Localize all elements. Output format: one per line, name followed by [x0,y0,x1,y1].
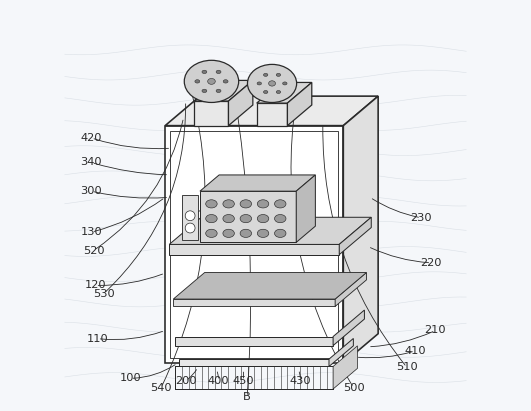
Text: 230: 230 [410,213,432,223]
Ellipse shape [208,79,215,84]
Ellipse shape [263,73,268,76]
Polygon shape [287,83,312,126]
Circle shape [185,223,195,233]
Ellipse shape [195,80,200,83]
Ellipse shape [257,82,261,85]
Polygon shape [173,299,335,307]
Ellipse shape [275,229,286,238]
Ellipse shape [258,200,269,208]
Polygon shape [329,339,353,367]
Text: 340: 340 [81,157,102,168]
Ellipse shape [240,215,252,223]
Text: 450: 450 [232,376,254,386]
Ellipse shape [223,215,234,223]
Text: 500: 500 [342,383,364,393]
Ellipse shape [240,200,252,208]
Ellipse shape [184,60,238,102]
Ellipse shape [275,215,286,223]
Text: 400: 400 [208,376,229,386]
Text: 300: 300 [81,186,102,196]
Text: 420: 420 [81,133,102,143]
Polygon shape [228,81,253,126]
Polygon shape [165,126,344,363]
Ellipse shape [275,200,286,208]
Ellipse shape [240,229,252,238]
Polygon shape [333,346,357,389]
Polygon shape [200,191,296,242]
Ellipse shape [223,229,234,238]
Ellipse shape [263,90,268,94]
Polygon shape [165,96,378,126]
Polygon shape [173,272,366,299]
Polygon shape [339,217,371,255]
Ellipse shape [269,81,276,86]
Polygon shape [194,81,253,101]
Text: 520: 520 [83,245,104,256]
Text: 430: 430 [289,376,311,386]
Ellipse shape [216,70,221,74]
Polygon shape [256,103,287,126]
Polygon shape [296,175,315,242]
Text: 120: 120 [85,280,106,291]
Ellipse shape [276,73,281,76]
Text: 410: 410 [404,346,426,356]
Polygon shape [200,175,315,191]
Ellipse shape [205,229,217,238]
Text: 210: 210 [425,326,446,335]
Polygon shape [169,217,371,245]
Polygon shape [169,245,339,255]
Ellipse shape [247,65,297,102]
Ellipse shape [205,215,217,223]
Ellipse shape [202,89,207,92]
Text: 200: 200 [175,376,196,386]
Ellipse shape [223,200,234,208]
Polygon shape [194,101,228,126]
Polygon shape [256,83,312,103]
Ellipse shape [282,82,287,85]
Polygon shape [335,272,366,307]
Ellipse shape [258,215,269,223]
Ellipse shape [205,200,217,208]
Text: 220: 220 [421,258,442,268]
Text: 540: 540 [150,383,172,393]
Polygon shape [175,337,333,346]
Polygon shape [333,310,364,346]
Text: 110: 110 [87,334,108,344]
Text: 530: 530 [93,289,115,298]
Text: 100: 100 [119,372,141,383]
Polygon shape [344,96,378,363]
Ellipse shape [276,90,281,94]
Text: B: B [243,392,251,402]
Text: 510: 510 [396,362,418,372]
Ellipse shape [202,70,207,74]
Ellipse shape [258,229,269,238]
Polygon shape [179,359,329,367]
Polygon shape [182,195,198,240]
Circle shape [185,211,195,221]
Ellipse shape [223,80,228,83]
Ellipse shape [216,89,221,92]
Text: 130: 130 [81,227,102,237]
